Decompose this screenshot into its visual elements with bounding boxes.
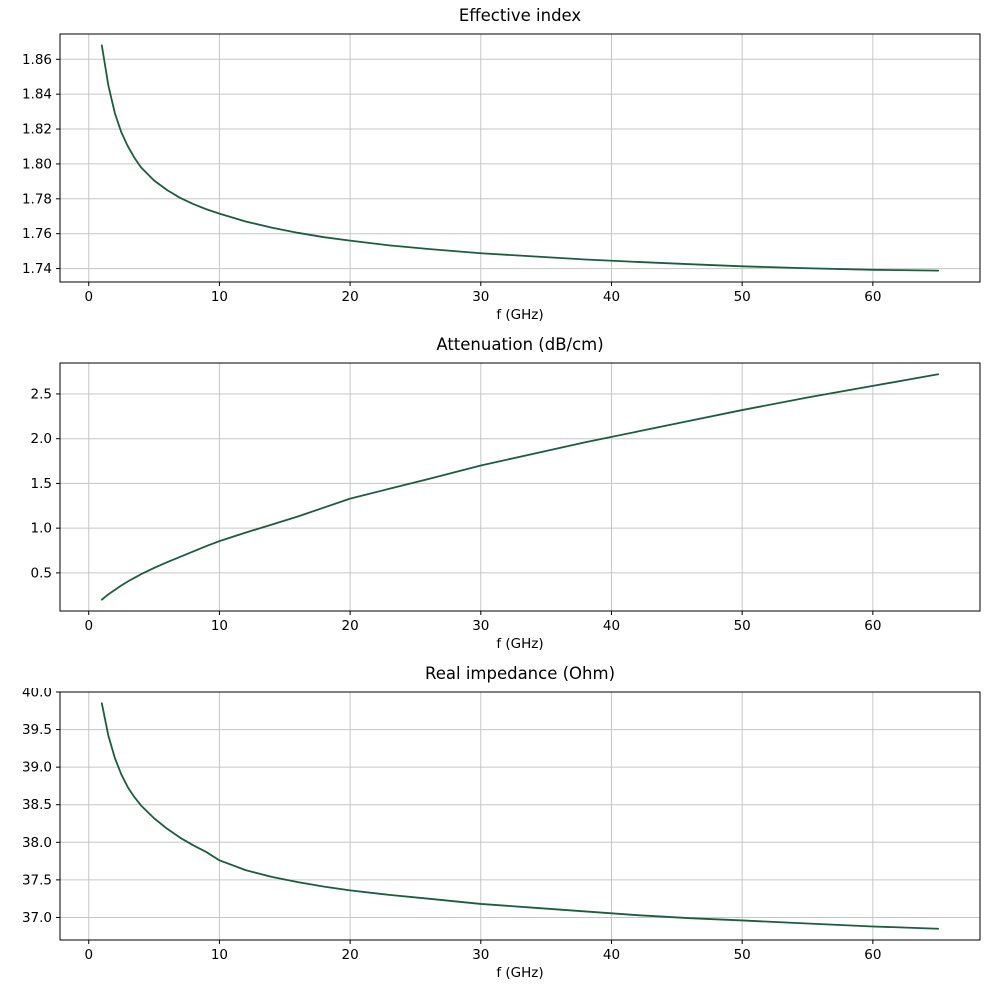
svg-text:30: 30 — [472, 947, 489, 963]
svg-text:60: 60 — [864, 289, 881, 305]
svg-text:2.0: 2.0 — [31, 431, 52, 447]
svg-text:20: 20 — [342, 618, 359, 634]
svg-text:38.0: 38.0 — [22, 835, 52, 851]
svg-text:39.0: 39.0 — [22, 760, 52, 776]
svg-text:1.80: 1.80 — [22, 156, 52, 172]
attenuation-plot: 0 10 20 30 40 50 60 0.5 1.0 1.5 2.0 2.5 — [31, 362, 981, 634]
x-axis-label: f (GHz) — [496, 636, 544, 652]
svg-text:1.84: 1.84 — [22, 87, 52, 103]
svg-text:0: 0 — [84, 618, 93, 634]
svg-text:37.0: 37.0 — [22, 910, 52, 926]
chart-attenuation: Attenuation (dB/cm) 0 10 20 30 40 50 60 0.5 1.0 1… — [0, 329, 990, 658]
svg-text:50: 50 — [734, 618, 751, 634]
svg-text:0.5: 0.5 — [31, 565, 52, 581]
svg-text:30: 30 — [472, 618, 489, 634]
svg-text:1.74: 1.74 — [22, 261, 52, 277]
svg-text:60: 60 — [864, 618, 881, 634]
svg-text:30: 30 — [472, 289, 489, 305]
chart-title: Attenuation (dB/cm) — [436, 335, 604, 354]
svg-text:38.5: 38.5 — [22, 797, 52, 813]
svg-text:1.5: 1.5 — [31, 476, 52, 492]
chart-real-impedance: Real impedance (Ohm) 0 10 20 30 40 50 60 37.0 37… — [0, 658, 990, 987]
svg-text:40.0: 40.0 — [22, 688, 52, 701]
svg-text:10: 10 — [211, 289, 228, 305]
svg-text:1.78: 1.78 — [22, 191, 52, 207]
chart-effective-index: Effective index 0 10 20 30 40 50 60 1.74 1.76 1.7… — [0, 0, 990, 329]
svg-text:1.86: 1.86 — [22, 52, 52, 68]
svg-text:40: 40 — [603, 618, 620, 634]
svg-text:50: 50 — [734, 289, 751, 305]
real-impedance-plot: 0 10 20 30 40 50 60 37.0 37.5 38.0 38.5 39.0 39.5 40.… — [22, 688, 981, 963]
svg-text:10: 10 — [211, 618, 228, 634]
svg-text:50: 50 — [734, 947, 751, 963]
svg-text:37.5: 37.5 — [22, 872, 52, 888]
x-axis-label: f (GHz) — [496, 307, 544, 323]
svg-text:2.5: 2.5 — [31, 386, 52, 402]
svg-text:20: 20 — [342, 947, 359, 963]
x-axis-label: f (GHz) — [496, 965, 544, 981]
svg-text:0: 0 — [84, 289, 93, 305]
svg-text:1.0: 1.0 — [31, 521, 52, 537]
svg-text:10: 10 — [211, 947, 228, 963]
svg-text:1.76: 1.76 — [22, 226, 52, 242]
chart-title: Effective index — [458, 6, 582, 25]
svg-text:0: 0 — [84, 947, 93, 963]
svg-text:60: 60 — [864, 947, 881, 963]
svg-text:39.5: 39.5 — [22, 722, 52, 738]
svg-text:40: 40 — [603, 289, 620, 305]
svg-text:20: 20 — [342, 289, 359, 305]
effective-index-plot: 0 10 20 30 40 50 60 1.74 1.76 1.78 1.80 1.82 1.84 1.8… — [22, 33, 981, 305]
chart-title: Real impedance (Ohm) — [425, 664, 615, 683]
svg-text:1.82: 1.82 — [22, 122, 52, 138]
svg-text:40: 40 — [603, 947, 620, 963]
